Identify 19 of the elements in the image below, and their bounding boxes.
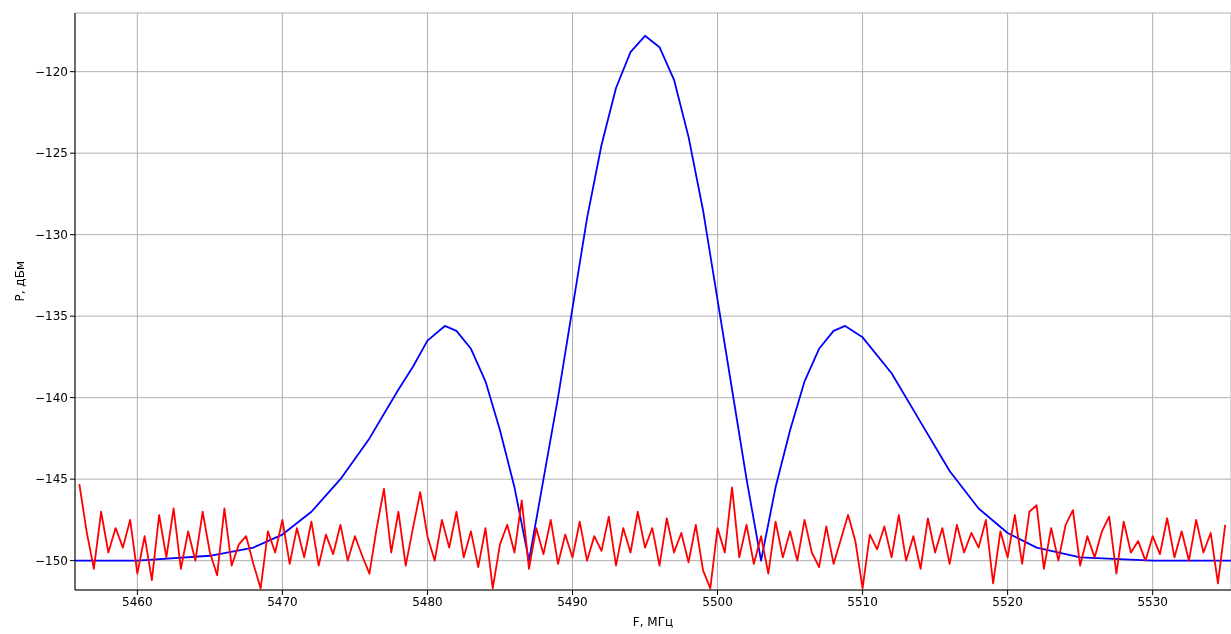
- y-tick-label: −135: [35, 309, 68, 324]
- line-series: [78, 483, 1227, 590]
- x-axis-title: F, МГц: [632, 615, 674, 629]
- y-tick-label: −145: [35, 472, 68, 487]
- x-tick-label: 5490: [557, 594, 588, 609]
- x-tick-label: 5500: [702, 594, 733, 609]
- y-axis-title: P, дБм: [13, 261, 28, 302]
- y-tick-label: −130: [35, 227, 68, 242]
- y-tick-label: −125: [35, 146, 68, 161]
- x-tick-label: 5510: [847, 594, 878, 609]
- y-tick-label: −120: [35, 64, 68, 79]
- x-tick-label: 5470: [267, 594, 298, 609]
- x-tick-label: 5460: [122, 594, 153, 609]
- x-tick-label: 5530: [1137, 594, 1168, 609]
- y-tick-label: −140: [35, 390, 68, 405]
- x-tick-label: 5520: [992, 594, 1023, 609]
- x-tick-label: 5480: [412, 594, 443, 609]
- line-series: [75, 34, 1231, 562]
- y-tick-label: −150: [35, 553, 68, 568]
